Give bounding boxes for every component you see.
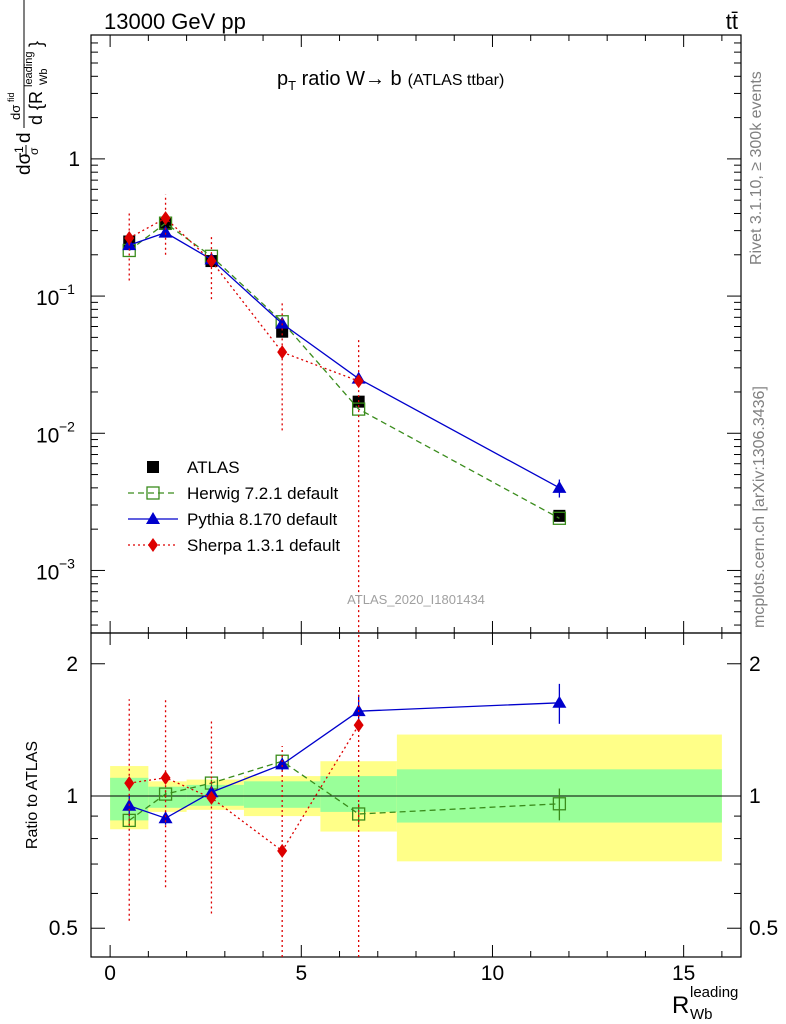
energy-label: 13000 GeV pp <box>104 9 246 34</box>
plot-title: pT ratio W→ b (ATLAS ttbar) <box>277 68 504 93</box>
legend-atlas-label: ATLAS <box>187 458 240 477</box>
pythia-point <box>552 480 567 493</box>
legend-herwig-marker <box>146 486 160 500</box>
legend: ATLAS Herwig 7.2.1 default Pythia 8.170 de… <box>128 458 340 555</box>
ratio-y-tick-label: 0.5 <box>749 917 778 940</box>
pythia-line <box>129 231 560 489</box>
svg-text:1: 1 <box>12 146 26 153</box>
y-tick-exponent: −3 <box>59 555 75 571</box>
band-inner-1 <box>148 786 187 808</box>
title-small: (ATLAS ttbar) <box>408 72 505 89</box>
herwig-line <box>128 222 560 519</box>
sherpa-line <box>128 217 359 382</box>
herwig-point <box>351 402 366 416</box>
svg-text:leading: leading <box>23 52 35 87</box>
legend-pythia-label: Pythia 8.170 default <box>187 510 338 529</box>
ratio-y-tick-label: 2 <box>66 653 78 676</box>
ratio-y-label: Ratio to ATLAS <box>24 741 41 849</box>
title-rest: ratio W→ b <box>296 68 402 90</box>
pythia-ratio-line <box>129 702 560 819</box>
x-tick-label: 5 <box>295 962 307 985</box>
legend-pythia-marker <box>146 512 160 524</box>
sherpa-ratio-point <box>160 770 171 785</box>
sherpa-ratio-point <box>353 718 364 733</box>
legend-herwig-label: Herwig 7.2.1 default <box>187 484 338 503</box>
mcplots-label: mcplots.cern.ch [arXiv:1306.3436] <box>751 386 768 628</box>
pythia-point <box>275 316 290 329</box>
y-tick-exponent: −2 <box>59 418 75 434</box>
sherpa-ratio-point <box>277 843 288 858</box>
y-tick-label: 1 <box>68 148 80 171</box>
title-sub: T <box>288 78 296 93</box>
herwig-ratio-line <box>128 760 560 821</box>
x-label-sup: leading <box>690 984 738 1001</box>
x-tick-label: 15 <box>672 962 695 985</box>
sherpa-point <box>206 254 217 269</box>
atlas-point <box>276 325 289 338</box>
svg-text:Wb: Wb <box>38 69 50 86</box>
x-axis-label: R Wb leading <box>672 984 738 1023</box>
herwig-point <box>552 511 567 525</box>
svg-text:σ: σ <box>27 147 41 155</box>
ratio-y-tick-label: 0.5 <box>49 917 78 940</box>
title-main: p <box>277 68 288 90</box>
herwig-ratio-point <box>158 787 173 801</box>
pythia-ratio-point <box>552 695 567 708</box>
ratio-series <box>122 633 567 957</box>
ratio-y-tick-label: 1 <box>66 785 78 808</box>
y-tick-label: 10 <box>36 287 59 310</box>
analysis-watermark: ATLAS_2020_I1801434 <box>347 592 485 607</box>
pythia-ratio-point <box>275 757 290 770</box>
ratio-y-tick-label: 1 <box>749 785 761 808</box>
ratio-y-tick-label: 2 <box>749 653 761 676</box>
legend-atlas-marker <box>147 461 159 473</box>
rivet-label: Rivet 3.1.10, ≥ 300k events <box>748 71 765 265</box>
herwig-ratio-point <box>552 797 567 811</box>
x-label-main: R <box>672 992 689 1019</box>
y-tick-label: 10 <box>36 561 59 584</box>
process-label: tt̄ <box>726 9 738 34</box>
svg-text:d: d <box>14 132 35 143</box>
svg-text:dσ: dσ <box>8 105 23 120</box>
sherpa-point <box>277 345 288 360</box>
svg-text:}: } <box>26 41 46 47</box>
pythia-point <box>158 225 173 238</box>
sherpa-point <box>353 374 364 389</box>
y-axis-label-main: dσ 1 σ d dσ fid d {R Wb leading } <box>6 0 50 175</box>
y-tick-exponent: −1 <box>59 281 75 297</box>
herwig-ratio-point <box>351 807 366 821</box>
legend-sherpa-marker <box>148 538 158 552</box>
sherpa-point <box>160 211 171 226</box>
pythia-ratio-point <box>158 811 173 824</box>
legend-sherpa-label: Sherpa 1.3.1 default <box>187 536 340 555</box>
sherpa-ratio-point <box>206 790 217 805</box>
sherpa-ratio-point <box>124 776 135 791</box>
svg-text:dσ: dσ <box>14 152 35 175</box>
svg-text:fid: fid <box>6 92 16 102</box>
svg-text:d {R: d {R <box>26 91 46 125</box>
y-label-prefix: dσ <box>14 152 35 175</box>
y-tick-label: 10 <box>36 424 59 447</box>
main-series <box>122 194 567 643</box>
x-tick-label: 10 <box>481 962 504 985</box>
x-label-sub: Wb <box>690 1006 713 1023</box>
x-tick-label: 0 <box>104 962 116 985</box>
sherpa-point <box>124 231 135 246</box>
